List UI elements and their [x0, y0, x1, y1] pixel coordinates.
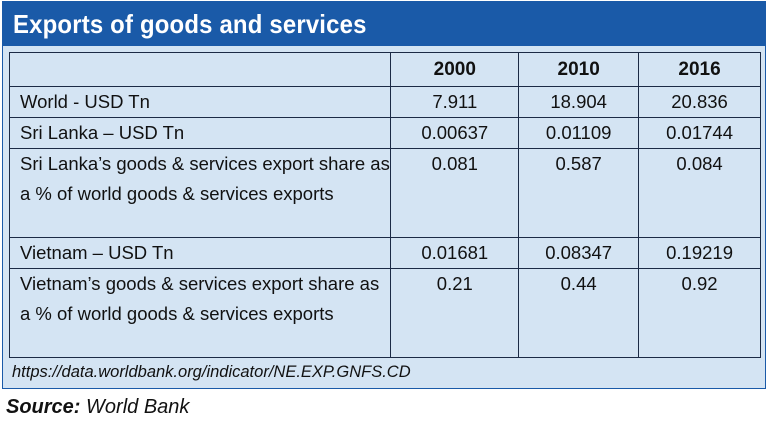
table-row: World - USD Tn 7.911 18.904 20.836 [8, 86, 761, 118]
cell-value: 0.92 [638, 268, 761, 358]
table-row: Sri Lanka’s goods & services export shar… [8, 148, 761, 238]
cell-value: 0.01109 [518, 117, 640, 149]
exports-panel: Exports of goods and services 2000 2010 … [2, 1, 766, 389]
row-label-sri-lanka-share: Sri Lanka’s goods & services export shar… [8, 148, 392, 238]
header-cell-2016: 2016 [638, 52, 761, 87]
cell-value: 0.587 [518, 148, 640, 238]
header-cell-empty [8, 52, 392, 87]
table-row: Vietnam – USD Tn 0.01681 0.08347 0.19219 [8, 237, 761, 269]
cell-value: 0.084 [638, 148, 761, 238]
row-label-world: World - USD Tn [8, 86, 392, 118]
cell-value: 18.904 [518, 86, 640, 118]
row-label-vietnam-share: Vietnam’s goods & services export share … [8, 268, 392, 358]
table-title-text: Exports of goods and services [13, 9, 367, 39]
cell-value: 0.01681 [390, 237, 520, 269]
cell-value: 0.44 [518, 268, 640, 358]
cell-value: 7.911 [390, 86, 520, 118]
cell-value: 0.08347 [518, 237, 640, 269]
row-label-sri-lanka: Sri Lanka – USD Tn [8, 117, 392, 149]
row-label-vietnam: Vietnam – USD Tn [8, 237, 392, 269]
table-row: Vietnam’s goods & services export share … [8, 268, 761, 358]
cell-value: 0.081 [390, 148, 520, 238]
table-row: Sri Lanka – USD Tn 0.00637 0.01109 0.017… [8, 117, 761, 149]
header-cell-2000: 2000 [390, 52, 520, 87]
exports-table: 2000 2010 2016 World - USD Tn 7.911 18.9… [8, 52, 761, 358]
cell-value: 0.00637 [390, 117, 520, 149]
source-line: Source: World Bank [6, 396, 189, 419]
table-header-row: 2000 2010 2016 [8, 52, 761, 87]
cell-value: 0.01744 [638, 117, 761, 149]
cell-value: 0.21 [390, 268, 520, 358]
cell-value: 0.19219 [638, 237, 761, 269]
source-label: Source: [6, 396, 81, 418]
table-title: Exports of goods and services [3, 2, 765, 46]
source-url: https://data.worldbank.org/indicator/NE.… [12, 363, 411, 381]
header-cell-2010: 2010 [518, 52, 640, 87]
source-value: World Bank [86, 396, 190, 418]
cell-value: 20.836 [638, 86, 761, 118]
